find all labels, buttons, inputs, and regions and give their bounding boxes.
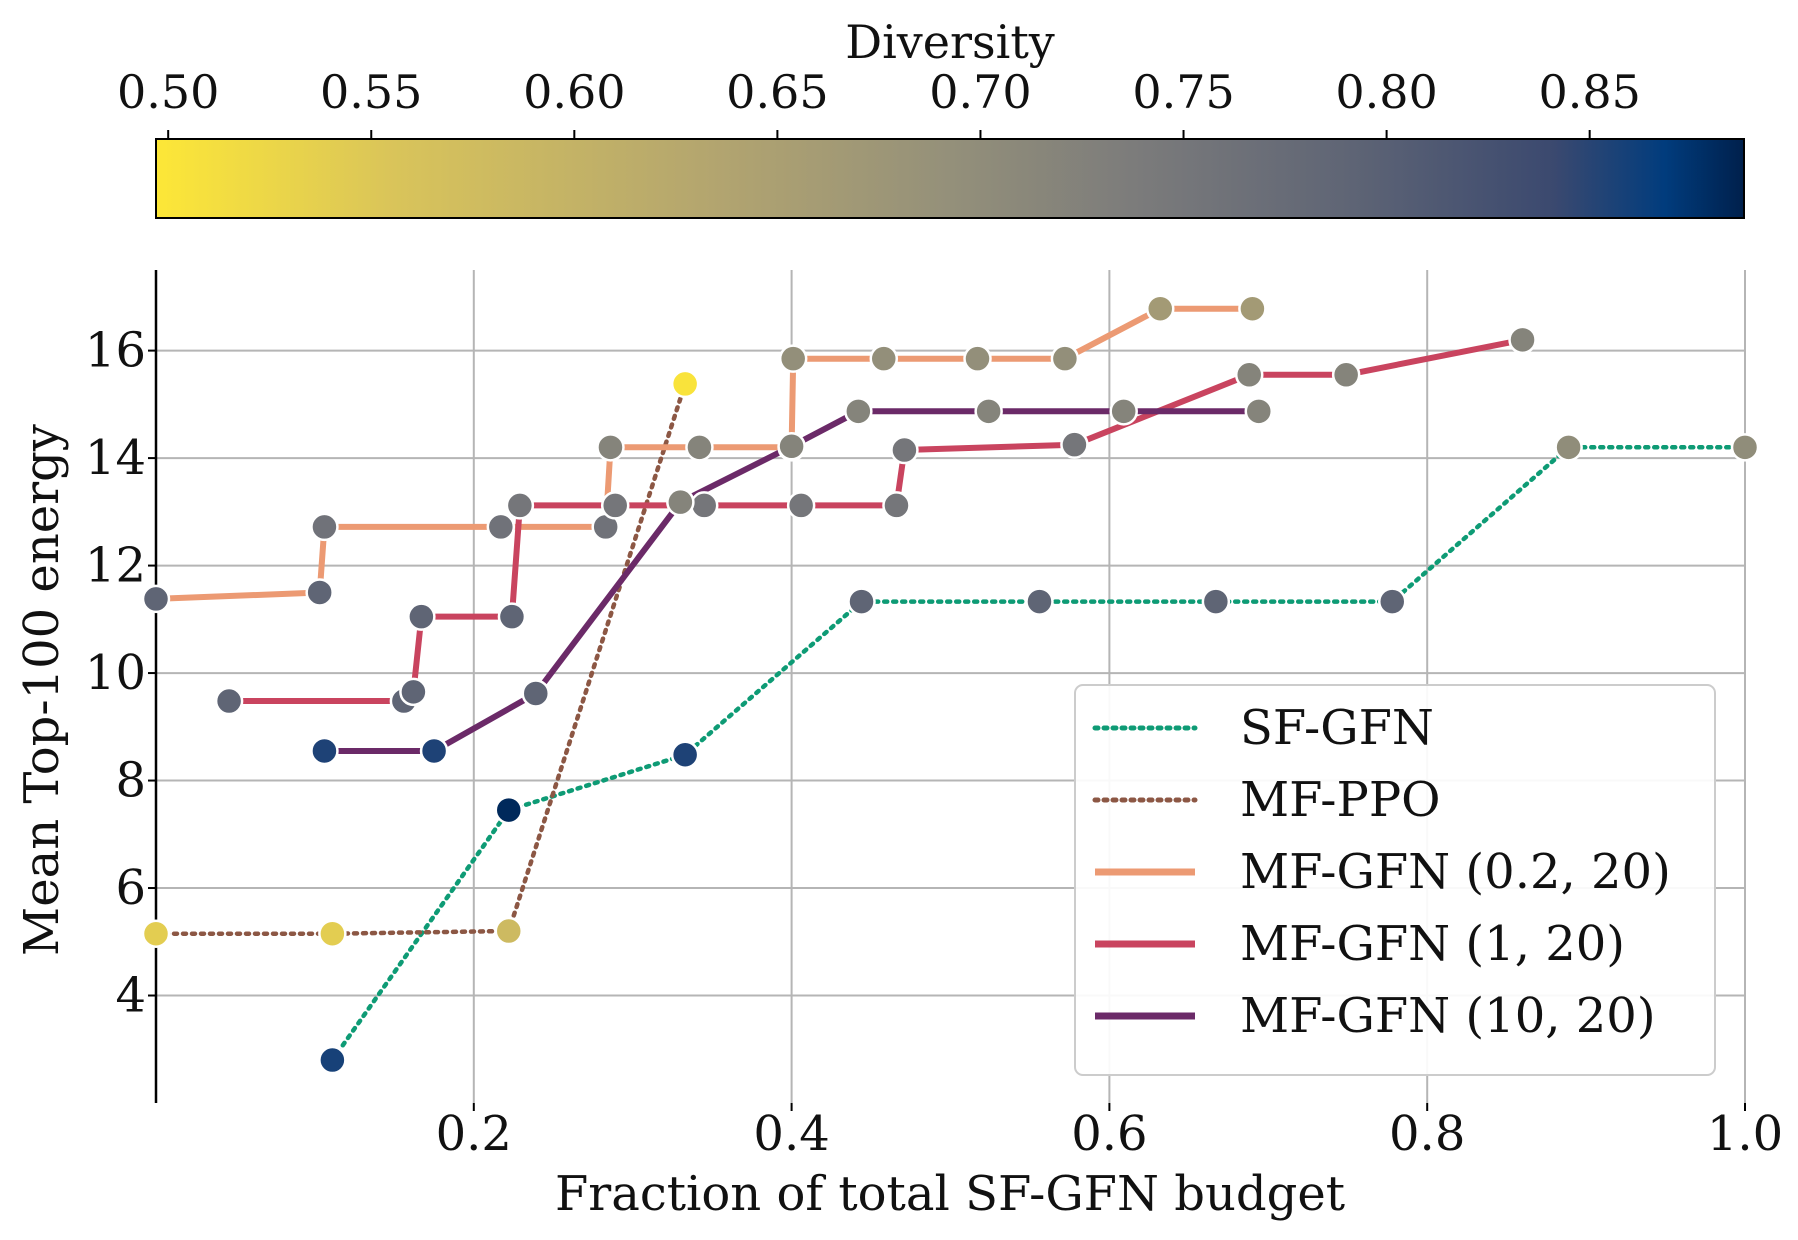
y-axis-ticks: 4 6 8 10 12 14 16 bbox=[85, 323, 156, 1024]
colorbar-ticks: 0.50 0.55 0.60 0.65 0.70 0.75 0.80 0.85 bbox=[117, 65, 1641, 139]
data-point-mf-gfn-1-20 bbox=[600, 491, 630, 520]
legend-label: SF-GFN bbox=[1240, 700, 1434, 756]
legend-box bbox=[1074, 684, 1716, 1076]
data-point-sf-gfn bbox=[1025, 587, 1054, 616]
data-point-mf-gfn-10-20 bbox=[1244, 397, 1274, 426]
data-point-mf-gfn-1-20 bbox=[407, 602, 436, 631]
data-point-sf-gfn bbox=[670, 740, 700, 770]
data-point-sf-gfn bbox=[1377, 587, 1407, 616]
colorbar-tick-label: 0.50 bbox=[117, 65, 219, 119]
x-axis-ticks: 0.2 0.4 0.6 0.8 1.0 bbox=[436, 1103, 1783, 1162]
y-tick-label: 6 bbox=[115, 860, 146, 916]
y-tick-label: 10 bbox=[85, 645, 146, 701]
data-point-mf-gfn-0-2-20 bbox=[869, 344, 899, 373]
x-tick-label: 0.2 bbox=[436, 1106, 512, 1162]
y-tick-label: 4 bbox=[115, 968, 146, 1024]
data-point-mf-gfn-1-20 bbox=[1060, 430, 1089, 459]
data-point-mf-gfn-1-20 bbox=[497, 602, 527, 631]
colorbar-tick-label: 0.60 bbox=[523, 65, 625, 119]
data-point-mf-gfn-0-2-20 bbox=[963, 344, 992, 373]
data-point-mf-gfn-1-20 bbox=[689, 491, 719, 520]
x-axis-label: Fraction of total SF-GFN budget bbox=[555, 1166, 1345, 1222]
y-tick-label: 8 bbox=[115, 753, 146, 809]
data-point-mf-ppo bbox=[670, 369, 700, 399]
colorbar-tick-label: 0.65 bbox=[726, 65, 828, 119]
x-tick-label: 1.0 bbox=[1707, 1106, 1783, 1162]
data-point-mf-gfn-0-2-20 bbox=[486, 512, 516, 542]
data-point-mf-gfn-10-20 bbox=[844, 397, 873, 426]
y-tick-label: 12 bbox=[85, 538, 146, 594]
data-point-mf-gfn-1-20 bbox=[882, 491, 911, 520]
data-point-mf-gfn-10-20 bbox=[419, 736, 449, 766]
data-point-mf-gfn-0-2-20 bbox=[305, 578, 334, 607]
data-point-mf-gfn-0-2-20 bbox=[1238, 294, 1267, 323]
data-point-mf-gfn-1-20 bbox=[1508, 325, 1537, 355]
data-point-mf-gfn-0-2-20 bbox=[1145, 294, 1175, 323]
data-point-sf-gfn bbox=[494, 795, 524, 825]
series-line-mf-gfn-1-20 bbox=[229, 336, 1524, 704]
data-point-sf-gfn bbox=[847, 587, 876, 616]
data-point-mf-gfn-10-20 bbox=[310, 736, 339, 766]
data-point-mf-gfn-0-2-20 bbox=[141, 584, 171, 614]
colorbar-tick-label: 0.55 bbox=[320, 65, 422, 119]
data-point-mf-gfn-0-2-20 bbox=[1050, 344, 1080, 373]
data-point-mf-ppo bbox=[141, 919, 171, 948]
legend-label: MF-GFN (10, 20) bbox=[1240, 988, 1656, 1044]
series-line-mf-ppo bbox=[153, 381, 688, 936]
data-point-mf-gfn-0-2-20 bbox=[685, 433, 714, 462]
x-tick-label: 0.4 bbox=[753, 1106, 829, 1162]
y-tick-label: 16 bbox=[85, 323, 146, 379]
data-point-mf-gfn-1-20 bbox=[786, 491, 816, 520]
data-point-mf-gfn-1-20 bbox=[1234, 360, 1264, 390]
colorbar bbox=[155, 138, 1745, 219]
data-point-sf-gfn bbox=[1201, 587, 1231, 616]
x-tick-label: 0.6 bbox=[1071, 1106, 1147, 1162]
data-point-mf-gfn-10-20 bbox=[777, 432, 806, 461]
legend-label: MF-GFN (0.2, 20) bbox=[1240, 844, 1671, 900]
x-tick-label: 0.8 bbox=[1389, 1106, 1465, 1162]
data-point-sf-gfn bbox=[318, 1045, 347, 1075]
legend-label: MF-PPO bbox=[1240, 772, 1440, 828]
data-point-mf-gfn-10-20 bbox=[521, 679, 551, 708]
y-tick-label: 14 bbox=[85, 430, 146, 486]
data-point-sf-gfn bbox=[1730, 433, 1760, 462]
data-point-mf-gfn-10-20 bbox=[1109, 397, 1138, 426]
data-point-mf-gfn-1-20 bbox=[214, 686, 244, 716]
colorbar-tick-label: 0.80 bbox=[1335, 65, 1437, 119]
colorbar-tick-label: 0.70 bbox=[929, 65, 1031, 119]
data-point-mf-gfn-1-20 bbox=[505, 491, 535, 520]
legend: SF-GFN MF-PPO MF-GFN (0.2, 20) MF-GFN (1, 2… bbox=[1074, 684, 1716, 1076]
data-point-mf-gfn-1-20 bbox=[1331, 360, 1361, 390]
colorbar-tick-label: 0.75 bbox=[1132, 65, 1234, 119]
y-axis-label: Mean Top-100 energy bbox=[14, 424, 70, 956]
data-point-mf-gfn-1-20 bbox=[890, 435, 919, 465]
series-points bbox=[141, 294, 1760, 1075]
data-point-mf-gfn-0-2-20 bbox=[596, 433, 625, 462]
data-point-mf-ppo bbox=[494, 916, 524, 946]
data-point-mf-ppo bbox=[318, 919, 347, 948]
data-point-mf-gfn-1-20 bbox=[399, 677, 428, 707]
data-point-mf-gfn-0-2-20 bbox=[310, 512, 339, 542]
data-point-sf-gfn bbox=[1554, 433, 1583, 462]
data-point-mf-gfn-10-20 bbox=[974, 397, 1003, 426]
colorbar-tick-label: 0.85 bbox=[1538, 65, 1640, 119]
colorbar-label: Diversity bbox=[845, 15, 1055, 69]
legend-label: MF-GFN (1, 20) bbox=[1240, 916, 1625, 972]
data-point-mf-gfn-0-2-20 bbox=[778, 344, 808, 373]
series-line-mf-gfn-0-2-20 bbox=[155, 305, 1253, 602]
data-point-mf-gfn-10-20 bbox=[666, 487, 695, 517]
